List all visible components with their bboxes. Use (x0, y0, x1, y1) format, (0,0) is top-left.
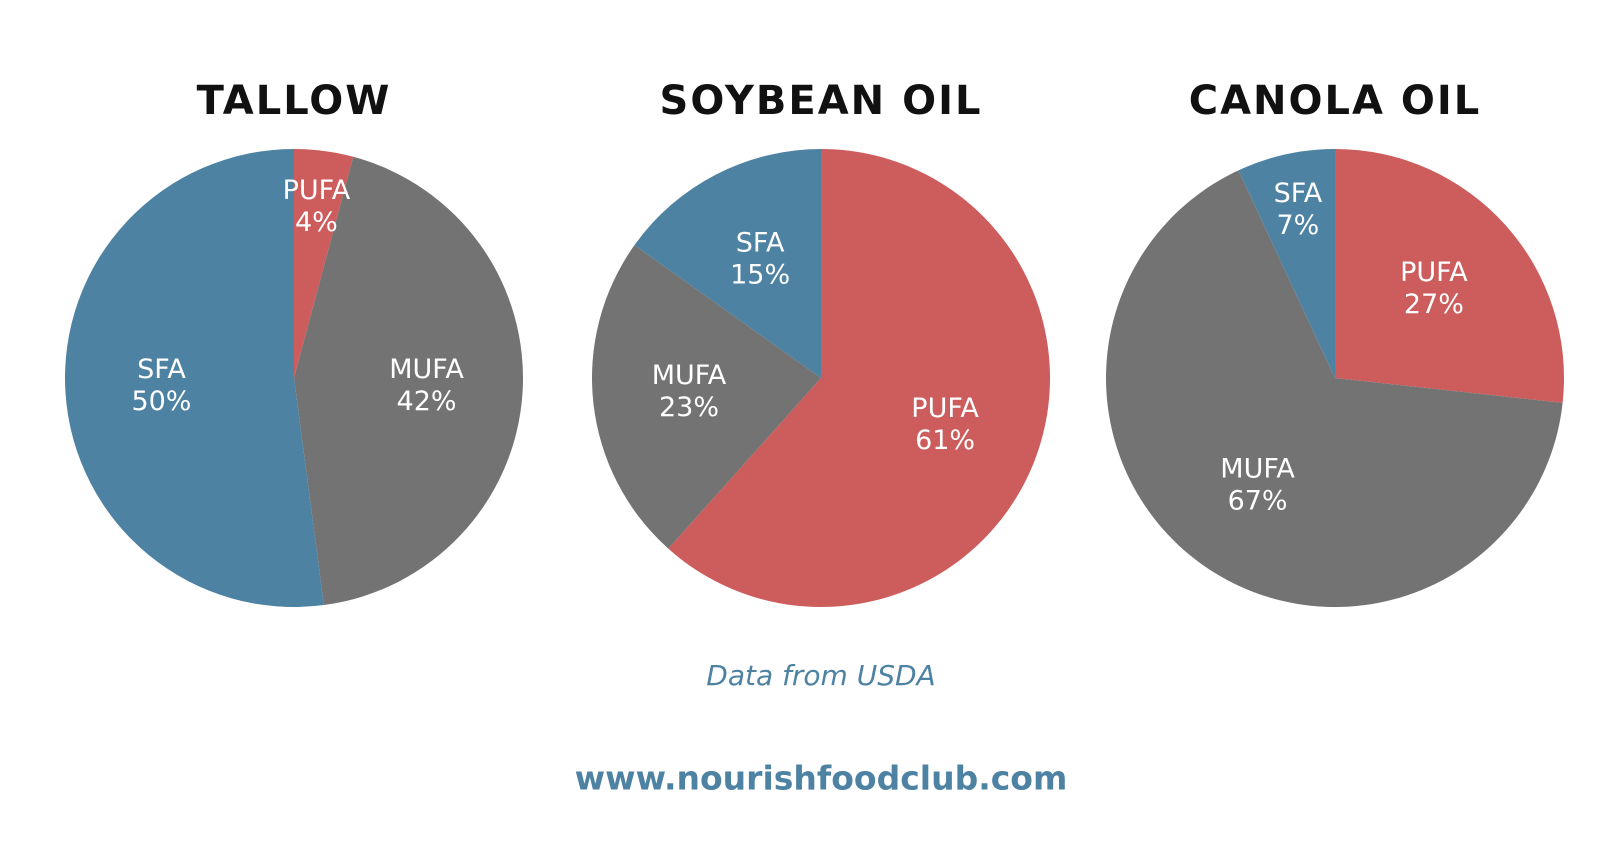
slice-value: 67% (1228, 485, 1288, 516)
pie-slice (634, 149, 821, 378)
slice-category: MUFA (389, 354, 464, 385)
slice-category: SFA (137, 354, 186, 385)
slice-value: 50% (131, 386, 191, 417)
slice-category: SFA (1274, 178, 1323, 209)
chart-title: TALLOW (197, 78, 392, 124)
pie-slice (1238, 149, 1335, 378)
slice-category: PUFA (1400, 257, 1468, 288)
pie-slice (294, 149, 354, 378)
slice-category: MUFA (652, 360, 727, 391)
slice-category: SFA (736, 227, 785, 258)
slice-value: 15% (730, 259, 790, 290)
slice-category: MUFA (1220, 453, 1295, 484)
slice-value: 42% (397, 386, 457, 417)
pie-slice (1106, 170, 1563, 607)
slice-value: 61% (915, 425, 975, 456)
slice-category: PUFA (911, 393, 979, 424)
website: www.nourishfoodclub.com (575, 759, 1068, 798)
slice-value: 27% (1404, 289, 1464, 320)
pie-slice (592, 245, 821, 549)
slice-value: 7% (1276, 210, 1319, 241)
source-note: Data from USDA (706, 659, 935, 692)
pie-slice (668, 149, 1051, 607)
pie-slice (294, 156, 524, 606)
slice-category: PUFA (283, 175, 351, 206)
slice-value: 4% (295, 207, 338, 238)
pie-slice (65, 149, 324, 607)
slice-value: 23% (659, 392, 719, 423)
chart-title: CANOLA OIL (1189, 78, 1482, 124)
chart-title: SOYBEAN OIL (660, 78, 983, 124)
pie-slice (1335, 149, 1564, 403)
